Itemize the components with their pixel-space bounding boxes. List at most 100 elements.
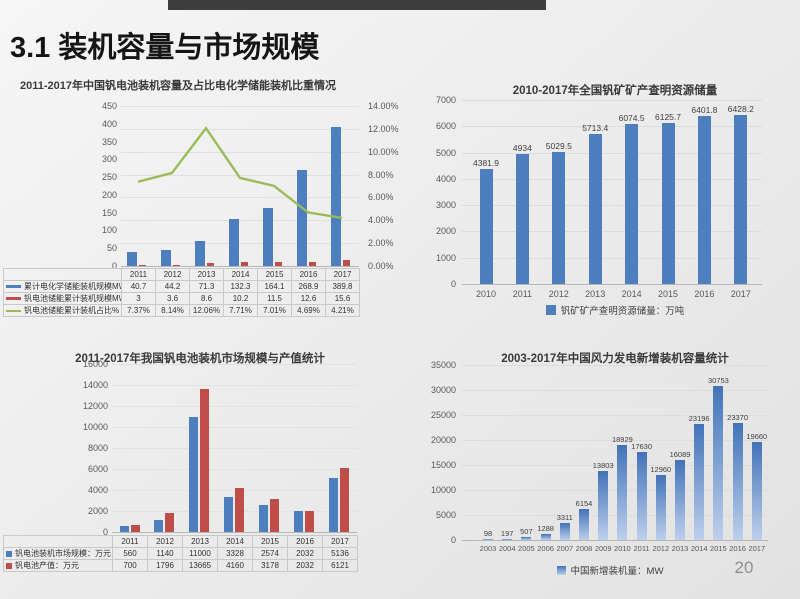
vanadium-bar xyxy=(207,262,214,266)
data-label: 4934 xyxy=(512,143,532,154)
series-key-swatch xyxy=(6,285,21,289)
data-label: 19660 xyxy=(746,431,768,441)
market-bar xyxy=(119,526,129,532)
table-value-cell: 7.01% xyxy=(257,304,292,317)
data-label: 16089 xyxy=(669,449,691,459)
market-bar xyxy=(328,478,338,532)
table-value-cell: 12.06% xyxy=(189,304,224,317)
table-value-cell: 8.6 xyxy=(189,292,224,305)
x-axis-label: 2008 xyxy=(575,544,593,553)
x-axis-label: 2004 xyxy=(498,544,516,553)
left-axis-tick-label: 300 xyxy=(101,154,117,165)
y-axis-tick-label: 8000 xyxy=(87,443,108,453)
gridline xyxy=(462,415,768,416)
table-year-header: 2015 xyxy=(257,268,292,281)
gridline xyxy=(121,220,359,222)
data-label: 4381.9 xyxy=(473,157,499,168)
right-axis-tick-label: 14.00% xyxy=(368,101,399,111)
market-bar xyxy=(189,416,199,532)
gridline xyxy=(112,511,357,512)
market-bar xyxy=(259,504,269,532)
reserve-bar xyxy=(734,115,748,284)
right-axis-tick-label: 10.00% xyxy=(368,146,399,157)
x-axis-label: 2003 xyxy=(479,544,497,553)
gridline xyxy=(112,448,357,449)
market-bar xyxy=(294,510,303,532)
gridline xyxy=(462,490,768,491)
gridline xyxy=(462,465,768,466)
table-value-cell: 12.6 xyxy=(291,292,326,305)
value-bar xyxy=(339,467,349,532)
reserve-bar xyxy=(515,154,529,284)
right-axis-tick-label: 12.00% xyxy=(368,123,399,134)
x-axis-label: 2006 xyxy=(537,544,554,553)
y-axis-tick-label: 5000 xyxy=(435,147,456,158)
table-value-cell: 6121 xyxy=(322,559,358,572)
table-corner-cell xyxy=(3,535,113,548)
wind-bar xyxy=(598,470,609,540)
x-axis-label: 2016 xyxy=(694,289,715,299)
table-year-header: 2016 xyxy=(287,535,323,548)
value-bar xyxy=(165,513,175,532)
x-axis-label: 2005 xyxy=(518,544,535,553)
table-value-cell: 132.3 xyxy=(223,280,258,293)
gridline xyxy=(112,364,357,365)
y-axis-tick-label: 16000 xyxy=(82,359,108,369)
gridline xyxy=(121,151,359,153)
chart4-legend-label: 中国新增装机量：MW xyxy=(570,566,664,577)
reserve-bar xyxy=(588,133,602,284)
capacity-bar xyxy=(331,127,341,266)
data-label: 6125.7 xyxy=(655,111,681,122)
table-year-header: 2016 xyxy=(291,268,326,281)
x-axis-line xyxy=(112,532,357,533)
x-axis-label: 2009 xyxy=(594,544,612,553)
left-axis-tick-label: 100 xyxy=(101,225,117,236)
left-axis-tick-label: 150 xyxy=(101,207,117,218)
table-value-cell: 3 xyxy=(121,292,156,305)
data-label: 12960 xyxy=(650,465,672,475)
gridline xyxy=(462,540,768,541)
gridline xyxy=(462,440,768,441)
y-axis-tick-label: 5000 xyxy=(435,510,456,520)
gridline xyxy=(462,100,762,101)
left-axis-tick-label: 200 xyxy=(101,189,117,200)
wind-bar xyxy=(502,539,513,540)
value-bar xyxy=(200,388,210,532)
data-label: 23196 xyxy=(688,414,710,424)
y-axis-tick-label: 2000 xyxy=(87,506,108,516)
chart4-legend-swatch xyxy=(556,565,566,575)
data-label: 1288 xyxy=(537,523,554,533)
x-axis-label: 2016 xyxy=(729,544,746,553)
left-axis-tick-label: 250 xyxy=(101,172,117,183)
wind-bar xyxy=(675,459,685,540)
x-axis-label: 2015 xyxy=(657,289,679,299)
gridline xyxy=(112,490,357,491)
table-corner-cell xyxy=(3,268,122,281)
gridline xyxy=(462,152,762,154)
value-bar xyxy=(130,524,140,532)
page-number: 20 xyxy=(734,558,754,577)
gridline xyxy=(462,126,762,128)
table-value-cell: 4160 xyxy=(217,559,253,572)
table-year-header: 2015 xyxy=(252,535,288,548)
table-value-cell: 7.37% xyxy=(121,304,156,317)
table-value-cell: 11.5 xyxy=(257,292,292,305)
vanadium-bar xyxy=(343,260,350,266)
data-label: 507 xyxy=(520,527,533,537)
x-axis-label: 2014 xyxy=(690,544,708,553)
gridline xyxy=(462,390,768,391)
table-year-header: 2013 xyxy=(189,268,224,281)
chart2-title: 2010-2017年全国钒矿矿产查明资源储量 xyxy=(512,85,718,97)
left-axis-tick-label: 50 xyxy=(106,243,117,254)
y-axis-tick-label: 30000 xyxy=(430,385,456,395)
x-axis-label: 2007 xyxy=(556,544,574,553)
table-value-cell: 10.2 xyxy=(223,292,258,305)
value-bar xyxy=(235,488,245,532)
reserve-bar xyxy=(697,115,711,284)
data-label: 6154 xyxy=(575,499,593,509)
table-value-cell: 11000 xyxy=(182,547,218,560)
gridline xyxy=(121,197,359,199)
chart2-legend: 钒矿矿产查明资源储量：万吨 xyxy=(440,303,790,317)
x-axis-label: 2011 xyxy=(633,544,650,553)
data-label: 18929 xyxy=(611,435,633,445)
